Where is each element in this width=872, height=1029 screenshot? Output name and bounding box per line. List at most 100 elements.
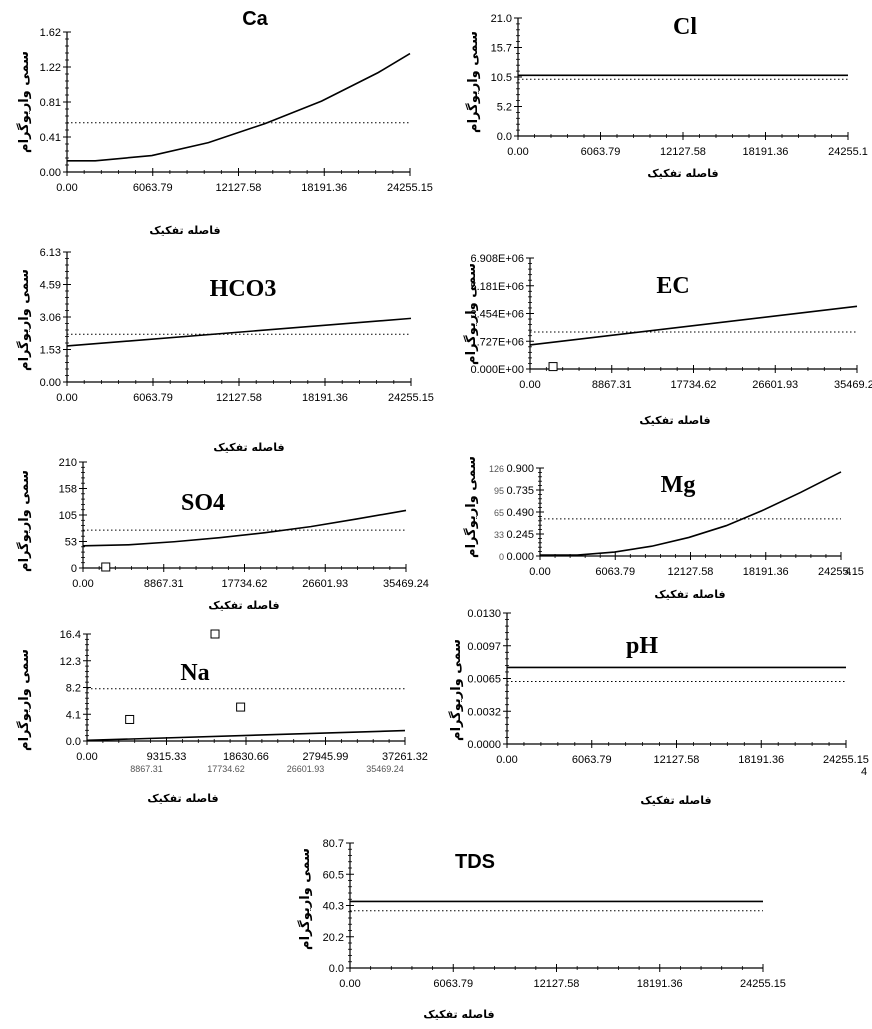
panel-title: SO4: [181, 490, 225, 516]
ghost-y-tick-label: 33: [494, 530, 504, 540]
x-tick-label: 26601.93: [752, 379, 798, 391]
x-tick-label: 12127.58: [216, 182, 262, 194]
x-tick-label: 35469.24: [834, 379, 872, 391]
x-tick-label: 17734.62: [222, 578, 268, 590]
x-tick-label: 18191.36: [301, 182, 347, 194]
x-tick-label: 37261.32: [382, 751, 428, 763]
y-tick-label: 0.00: [40, 167, 61, 179]
panel-title: TDS: [455, 851, 495, 873]
stray-mark-mg: 4: [845, 566, 851, 578]
x-tick-label: 24255.1: [828, 146, 868, 158]
y-tick-label: 0.0000: [467, 739, 501, 751]
model-curve: [66, 317, 412, 347]
panel-hco3: 0.00 1.53 3.06 4.59 6.13 0.00 6063.79 12127.58 1…: [16, 247, 434, 454]
x-axis-label: فاصله تفکیک: [213, 441, 284, 454]
x-tick-label: 6063.79: [133, 182, 173, 194]
x-tick-label: 6063.79: [572, 754, 612, 766]
x-tick-label: 12127.58: [668, 566, 714, 578]
ghost-y-tick-label: 95: [494, 486, 504, 496]
x-tick-label: 0.00: [496, 754, 517, 766]
x-tick-label: 18630.66: [223, 751, 269, 763]
x-tick-label: 6063.79: [581, 146, 621, 158]
x-tick-label: 18191.36: [738, 754, 784, 766]
x-tick-label: 6063.79: [433, 978, 473, 990]
y-tick-label: 5.181E+06: [470, 281, 524, 293]
panel-ec: 0.000E+00 1.727E+06 3.454E+06 5.181E+06 6.90…: [463, 253, 872, 427]
y-tick-label: 0.0: [66, 736, 81, 748]
x-tick-label: 18191.36: [743, 566, 789, 578]
y-tick-label: 1.22: [40, 62, 61, 74]
x-tick-label: 0.00: [339, 978, 360, 990]
y-tick-label: 0.0: [329, 963, 344, 975]
y-tick-label: 0.0: [497, 131, 512, 143]
panel-ph: 0.0000 0.0032 0.0065 0.0097 0.0130 0.00 6063.7…: [448, 608, 869, 807]
y-axis-label: سمی واریوگرام: [16, 51, 32, 153]
x-axis-label: فاصله تفکیک: [640, 794, 711, 807]
model-curve: [86, 729, 406, 742]
experimental-point: [236, 702, 246, 712]
y-axis-label: سمی واریوگرام: [16, 470, 32, 572]
y-tick-label: 0.81: [40, 97, 61, 109]
stray-mark-ph: 4: [861, 766, 867, 778]
model-curve: [529, 305, 858, 346]
x-tick-label: 18191.36: [743, 146, 789, 158]
y-tick-label: 40.3: [323, 901, 344, 913]
panel-ca: 0.00 0.41 0.81 1.22 1.62 0.00 6063.79 12127.58 1…: [16, 8, 433, 237]
x-tick-label: 0.00: [56, 182, 77, 194]
y-tick-label: 6.908E+06: [470, 253, 524, 265]
y-tick-label: 0.0032: [467, 706, 501, 718]
ghost-y-tick-label: 65: [494, 508, 504, 518]
x-tick-label: 27945.99: [303, 751, 349, 763]
panel-title: Mg: [661, 472, 696, 498]
ghost-x-tick-label: 26601.93: [287, 764, 325, 774]
panel-title: EC: [656, 273, 689, 299]
panel-na: 0.0 4.1 8.2 12.3 16.4 0.00 9315.33 18630.66 2794…: [16, 629, 428, 805]
x-axis-label: فاصله تفکیک: [654, 588, 725, 601]
y-tick-label: 80.7: [323, 838, 344, 850]
x-tick-label: 6063.79: [133, 392, 173, 404]
y-tick-label: 0.900: [506, 463, 534, 475]
x-axis-label: فاصله تفکیک: [208, 599, 279, 612]
y-axis-label: سمی واریوگرام: [465, 31, 481, 133]
y-tick-label: 21.0: [491, 13, 512, 25]
x-axis-label: فاصله تفکیک: [423, 1008, 494, 1021]
y-tick-label: 4.59: [40, 280, 61, 292]
panel-so4: 0 53 105 158 210 0.00 8867.31 17734.62 26601.93 3…: [16, 457, 429, 612]
ghost-x-tick-label: 35469.24: [366, 764, 404, 774]
panel-title: HCO3: [210, 276, 277, 302]
y-tick-label: 4.1: [66, 709, 81, 721]
y-tick-label: 16.4: [60, 629, 81, 641]
x-axis-label: فاصله تفکیک: [639, 414, 710, 427]
y-tick-label: 60.5: [323, 869, 344, 881]
x-tick-label: 24255.15: [823, 754, 869, 766]
x-tick-label: 24255.15: [388, 392, 434, 404]
experimental-point: [548, 362, 558, 372]
y-tick-label: 0.0130: [467, 608, 501, 620]
panel-mg: 0.000 0.245 0.490 0.735 0.900 0 33 65 95 126 0.00 6…: [463, 456, 864, 601]
x-tick-label: 24255.15: [387, 182, 433, 194]
y-tick-label: 12.3: [60, 656, 81, 668]
y-tick-label: 0.245: [506, 529, 534, 541]
y-axis-label: سمی واریوگرام: [448, 639, 464, 741]
y-tick-label: 210: [59, 457, 77, 469]
y-tick-label: 10.5: [491, 72, 512, 84]
x-tick-label: 24255.15: [818, 566, 864, 578]
y-tick-label: 15.7: [491, 43, 512, 55]
ghost-x-tick-label: 17734.62: [207, 764, 245, 774]
y-axis-label: سمی واریوگرام: [16, 649, 32, 751]
x-tick-label: 17734.62: [671, 379, 717, 391]
x-tick-label: 8867.31: [592, 379, 632, 391]
ghost-x-tick-label: 8867.31: [130, 764, 163, 774]
x-tick-label: 18191.36: [302, 392, 348, 404]
x-tick-label: 0.00: [56, 392, 77, 404]
y-tick-label: 0.000: [506, 551, 534, 563]
experimental-point: [125, 714, 135, 724]
model-curve: [67, 52, 411, 162]
y-axis-label: سمی واریوگرام: [463, 263, 479, 365]
panel-tds: 0.0 20.2 40.3 60.5 80.7 0.00 6063.79 12127.58 18…: [297, 838, 786, 1021]
y-tick-label: 6.13: [40, 247, 61, 259]
model-curve: [82, 509, 407, 547]
y-axis-label: سمی واریوگرام: [297, 848, 313, 950]
